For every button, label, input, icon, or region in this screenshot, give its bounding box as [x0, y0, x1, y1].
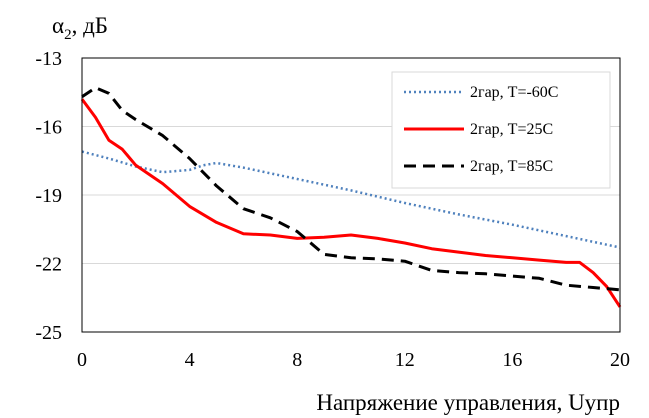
x-axis-label: Напряжение управления, Uупр	[316, 390, 620, 415]
series-line	[80, 98, 622, 308]
legend-label: 2гар, T=-60C	[470, 84, 558, 101]
y-tick-label: -25	[35, 322, 62, 344]
x-tick-label: 8	[292, 349, 302, 371]
y-tick-label: -22	[35, 254, 62, 276]
series-line	[81, 86, 621, 292]
y-tick-label: -13	[35, 48, 62, 70]
y-axis-label: α2, дБ	[52, 13, 108, 43]
x-tick-label: 16	[502, 349, 522, 371]
legend-label: 2гар, T=25C	[470, 121, 553, 138]
x-tick-label: 20	[610, 349, 630, 371]
x-tick-label: 4	[185, 349, 195, 371]
series-line	[81, 150, 621, 249]
legend: 2гар, T=-60C 2гар, T=25C 2гар, T=85C	[391, 71, 611, 189]
y-tick-label: -16	[35, 117, 62, 139]
x-tick-label: 0	[77, 349, 87, 371]
plot-frame	[81, 57, 621, 333]
x-tick-label: 12	[395, 349, 415, 371]
legend-label: 2гар, T=85C	[470, 158, 553, 175]
series-lines	[80, 86, 622, 308]
y-tick-label: -19	[35, 185, 62, 207]
tick-labels: -13 -16 -19 -22 -25 0 4 8 12 16 20	[35, 48, 630, 371]
